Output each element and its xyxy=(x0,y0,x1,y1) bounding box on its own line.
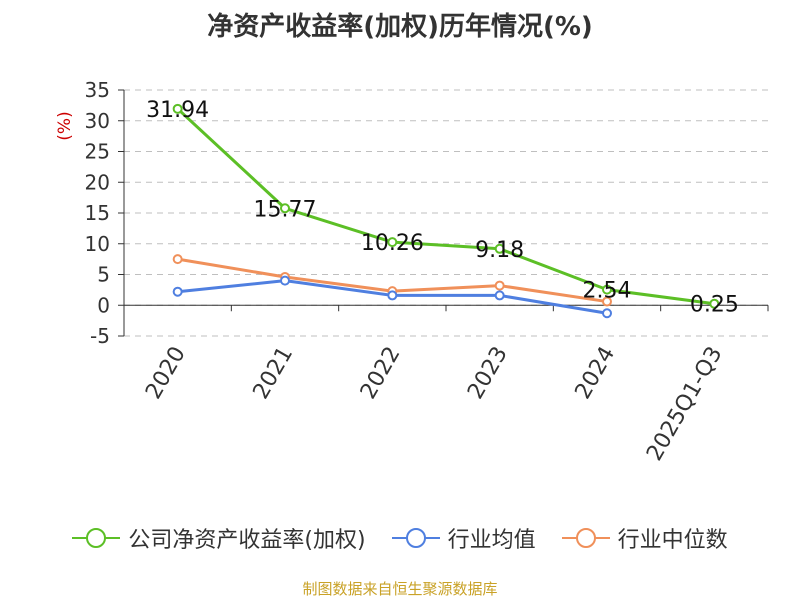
y-tick-label: 25 xyxy=(85,140,110,164)
data-point xyxy=(602,284,612,295)
legend-marker xyxy=(575,528,596,548)
y-tick-label: -5 xyxy=(90,324,110,348)
data-point xyxy=(280,275,290,286)
data-label: 0.25 xyxy=(690,293,739,318)
y-tick-label: 5 xyxy=(97,263,110,287)
x-tick-label: 2022 xyxy=(356,343,406,404)
data-point xyxy=(387,237,398,248)
legend: 公司净资产收益率(加权) 行业均值 行业中位数 xyxy=(0,520,800,556)
legend-symbol xyxy=(391,528,440,548)
legend-marker xyxy=(405,528,426,548)
legend-marker xyxy=(86,528,107,548)
legend-symbol xyxy=(72,528,121,548)
data-label: 9.18 xyxy=(475,238,524,263)
data-label: 2.54 xyxy=(583,279,632,304)
y-tick-label: 0 xyxy=(97,293,110,317)
data-label: 15.77 xyxy=(254,197,317,222)
data-point xyxy=(387,290,398,301)
legend-item: 行业均值 xyxy=(391,522,536,554)
data-point xyxy=(602,296,612,307)
line-chart: -5 0 5 10 15 20 25 30 35 (%) 2020 2021 2022 2023 2024 2… xyxy=(55,78,769,466)
data-point xyxy=(172,103,183,114)
data-point xyxy=(494,280,505,291)
y-axis-title: (%) xyxy=(55,111,75,140)
legend-item: 行业中位数 xyxy=(561,522,728,554)
data-point xyxy=(494,290,505,301)
y-tick-label: 20 xyxy=(85,170,110,194)
chart-title: 净资产收益率(加权)历年情况(%) xyxy=(207,12,593,42)
legend-item: 公司净资产收益率(加权) xyxy=(72,522,366,554)
legend-symbol xyxy=(561,528,610,548)
data-point xyxy=(280,203,290,214)
y-tick-label: 30 xyxy=(85,109,110,133)
source-note: 制图数据来自恒生聚源数据库 xyxy=(302,580,498,598)
x-tick-label: 2020 xyxy=(141,343,191,404)
data-point xyxy=(602,308,612,319)
data-point xyxy=(494,243,505,254)
legend-label: 行业均值 xyxy=(447,528,536,553)
y-tick-label: 35 xyxy=(85,78,110,102)
y-tick-label: 15 xyxy=(85,201,110,225)
x-tick-label: 2023 xyxy=(463,342,513,403)
x-tick-label: 2024 xyxy=(571,343,621,404)
data-point xyxy=(172,286,183,297)
x-tick-label: 2025Q1-Q3 xyxy=(642,343,727,466)
x-tick-label: 2021 xyxy=(249,343,299,404)
legend-label: 行业中位数 xyxy=(617,528,728,553)
y-tick-label: 10 xyxy=(85,232,110,256)
legend-label: 公司净资产收益率(加权) xyxy=(128,528,366,553)
data-label: 10.26 xyxy=(361,231,424,256)
data-point xyxy=(709,298,720,309)
data-label: 31.94 xyxy=(146,98,209,123)
series-line xyxy=(176,107,715,306)
data-point xyxy=(172,254,183,265)
